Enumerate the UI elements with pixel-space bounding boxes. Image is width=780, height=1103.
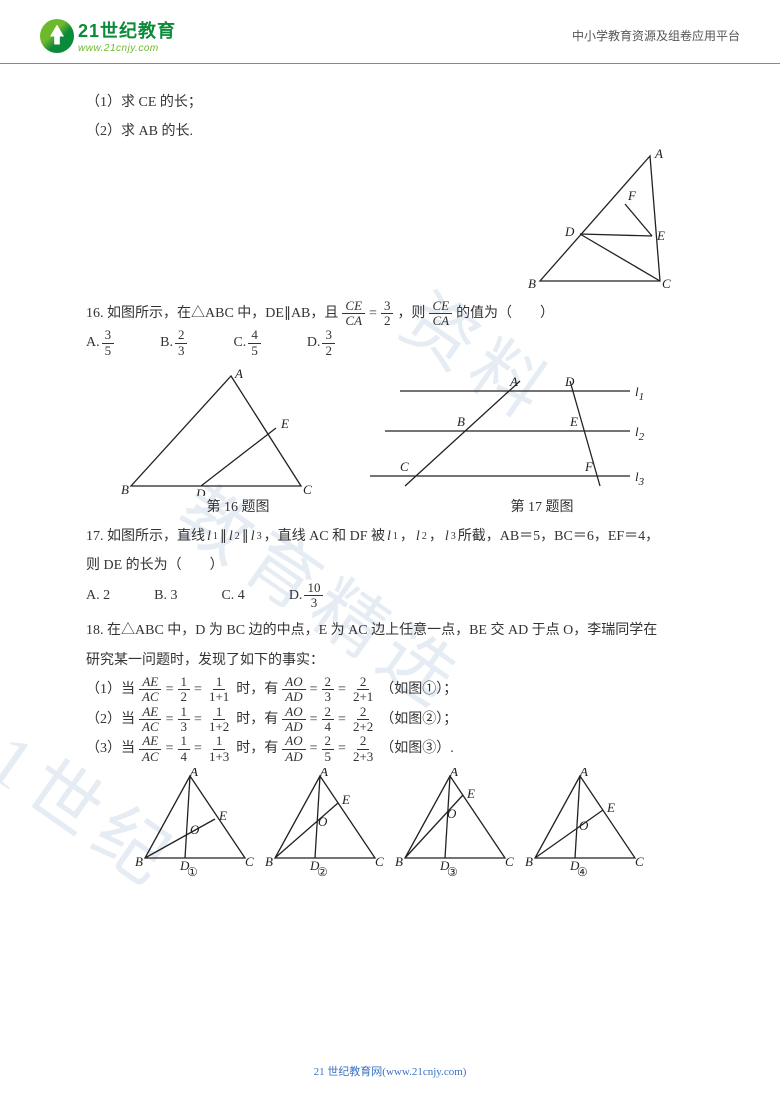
q18-figures: A B C D E O ① A B C D E O ② A B C D [86,768,694,878]
svg-text:O: O [318,814,328,829]
svg-text:D: D [195,486,206,496]
q15-diagram: A B C D E F [510,146,680,296]
svg-text:F: F [627,188,637,203]
svg-text:C: C [400,459,409,474]
q17-option-c[interactable]: C. 4 [221,581,244,611]
q15-sub2: （2）求 AB 的长. [86,117,694,146]
svg-text:B: B [135,854,143,869]
svg-text:A: A [509,374,518,389]
svg-text:C: C [303,482,312,496]
svg-text:C: C [245,854,254,869]
svg-text:B: B [528,276,536,291]
svg-text:E: E [280,416,289,431]
svg-text:E: E [569,414,578,429]
svg-text:B: B [395,854,403,869]
svg-text:②: ② [317,865,328,878]
q18-fig-2: A B C D E O ② [265,768,385,878]
q17-option-a[interactable]: A. 2 [86,581,110,611]
q17-stem-line1: 17. 如图所示，直线 l1 ∥ l2 ∥ l3 ，直线 AC 和 DF 被 l… [86,522,694,551]
q18-fig-3: A B C D E O ③ [395,768,515,878]
svg-text:D: D [564,374,575,389]
q18-row-2: （2）当AEAC=13=11+2时，有AOAD=24=22+2（如图②）； [86,705,457,735]
svg-text:A: A [449,768,458,779]
svg-text:E: E [218,808,227,823]
svg-text:C: C [505,854,514,869]
svg-text:A: A [654,146,663,161]
svg-text:E: E [466,786,475,801]
page-header: 21世纪教育 www.21cnjy.com 中小学教育资源及组卷应用平台 [0,0,780,64]
q18-fig-1: A B C D E O ① [135,768,255,878]
runner-icon [40,19,74,53]
q18-row-1: （1）当AEAC=12=11+1时，有AOAD=23=22+1（如图①）； [86,675,457,705]
svg-text:B: B [457,414,465,429]
q16-caption: 第 16 题图 [207,496,270,516]
q16-option-d[interactable]: D. 32 [307,328,337,358]
q17-option-d[interactable]: D. 103 [289,581,326,611]
q16-option-c[interactable]: C. 45 [233,328,262,358]
logo-cn-text: 21世纪教育 [78,17,176,43]
q16-option-a[interactable]: A. 35 [86,328,116,358]
svg-text:C: C [635,854,644,869]
q16-stem: 16. 如图所示，在△ABC 中，DE∥AB，且 CECA = 32 ，则 CE… [86,299,694,329]
svg-text:C: C [662,276,671,291]
svg-text:E: E [606,800,615,815]
svg-text:F: F [584,459,594,474]
q18-stem-line2: 研究某一问题时，发现了如下的事实： [86,646,694,675]
svg-text:B: B [525,854,533,869]
q18-stem-line1: 18. 在△ABC 中，D 为 BC 边的中点，E 为 AC 边上任意一点，BE… [86,616,694,645]
diagram-row-16-17: A B C D E A D B E C F l1 l2 l3 [86,366,694,496]
q18-fig-4: A B C D E O ④ [525,768,645,878]
header-tagline: 中小学教育资源及组卷应用平台 [572,27,740,44]
svg-text:①: ① [187,865,198,878]
q16-diagram: A B C D E [111,366,321,496]
page-footer: 21 世纪教育网(www.21cnjy.com) [0,1063,780,1079]
svg-text:O: O [190,822,200,837]
svg-text:A: A [319,768,328,779]
svg-text:E: E [341,792,350,807]
svg-text:O: O [447,806,457,821]
svg-text:O: O [579,818,589,833]
q17-diagram: A D B E C F l1 l2 l3 [370,366,670,496]
svg-text:l3: l3 [635,469,645,488]
caption-row: 第 16 题图 第 17 题图 [86,496,694,516]
q17-options: A. 2 B. 3 C. 4 D. 103 [86,581,694,611]
svg-text:A: A [234,366,243,381]
q17-stem-line2: 则 DE 的长为（ ） [86,551,694,580]
q17-option-b[interactable]: B. 3 [154,581,177,611]
logo-url-text: www.21cnjy.com [78,43,176,54]
svg-text:E: E [656,228,665,243]
logo: 21世纪教育 www.21cnjy.com [40,17,176,54]
svg-text:D: D [564,224,575,239]
q16-options: A. 35 B. 23 C. 45 D. 32 [86,328,694,358]
svg-text:l2: l2 [635,424,645,443]
svg-text:B: B [121,482,129,496]
q15-sub1: （1）求 CE 的长； [86,88,694,117]
q18-row-3: （3）当AEAC=14=11+3时，有AOAD=25=22+3（如图③）. [86,734,454,764]
svg-text:A: A [189,768,198,779]
svg-text:B: B [265,854,273,869]
svg-text:④: ④ [577,865,588,878]
svg-text:C: C [375,854,384,869]
svg-text:l1: l1 [635,384,644,403]
svg-text:A: A [579,768,588,779]
q17-caption: 第 17 题图 [511,496,574,516]
q16-option-b[interactable]: B. 23 [160,328,189,358]
svg-text:③: ③ [447,865,458,878]
